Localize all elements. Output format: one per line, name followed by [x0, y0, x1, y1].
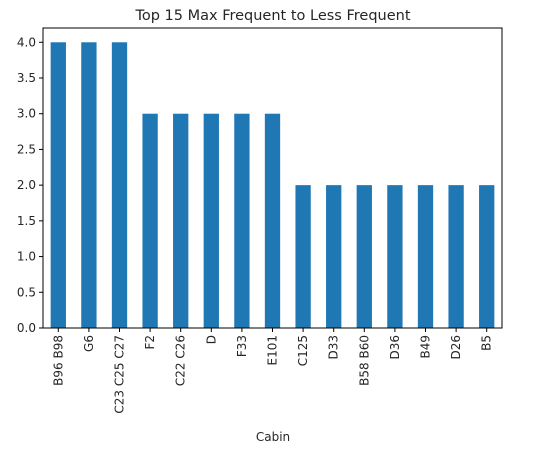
bars-group [50, 42, 495, 329]
plot-frame [42, 27, 503, 329]
bar-f2 [142, 113, 158, 328]
bar-b96-b98 [50, 42, 66, 329]
y-tick-label: 0.0 [17, 321, 36, 335]
x-tick-label: F33 [235, 335, 249, 357]
x-tick-label: B58 B60 [357, 335, 371, 386]
x-axis: B96 B98 G6 C23 C25 C27 F2 C22 C26 D F33 E101 C12… [51, 328, 494, 414]
bar-g6 [81, 42, 97, 329]
bar-b58-b60 [356, 185, 372, 328]
bar-c22-c26 [173, 113, 189, 328]
bar-d [203, 113, 219, 328]
chart-title: Top 15 Max Frequent to Less Frequent [134, 8, 410, 24]
bar-d26 [448, 185, 464, 328]
x-tick-label: D33 [327, 335, 341, 360]
x-tick-label: F2 [143, 335, 157, 350]
x-tick-label: G6 [82, 335, 96, 352]
y-axis: 0.0 0.5 1.0 1.5 2.0 2.5 3.0 3.5 4.0 [17, 35, 43, 335]
x-axis-label: Cabin [256, 430, 290, 444]
x-tick-label: B96 B98 [51, 335, 65, 386]
y-tick-label: 0.5 [17, 285, 36, 299]
y-tick-label: 2.0 [17, 178, 36, 192]
y-tick-label: 2.5 [17, 142, 36, 156]
y-tick-label: 3.5 [17, 71, 36, 85]
x-tick-label: C22 C26 [174, 335, 188, 386]
bar-b49 [417, 185, 434, 328]
x-tick-label: E101 [266, 335, 280, 366]
bar-d36 [387, 185, 403, 328]
x-tick-label: D36 [388, 335, 402, 360]
y-tick-label: 1.0 [17, 250, 36, 264]
y-tick-label: 3.0 [17, 107, 36, 121]
bar-c125 [295, 185, 311, 328]
bar-f33 [234, 113, 250, 328]
y-tick-label: 1.5 [17, 214, 36, 228]
x-tick-label: D [204, 335, 218, 344]
x-tick-label: C125 [296, 335, 310, 366]
x-tick-label: B5 [480, 335, 494, 351]
bar-c23-c25-c27 [111, 42, 128, 329]
x-tick-label: C23 C25 C27 [113, 335, 127, 414]
bar-d33 [326, 185, 342, 328]
x-tick-label: B49 [419, 335, 433, 359]
bar-b5 [479, 185, 495, 328]
x-tick-label: D26 [449, 335, 463, 360]
bar-e101 [264, 113, 281, 328]
y-tick-label: 4.0 [17, 35, 36, 49]
